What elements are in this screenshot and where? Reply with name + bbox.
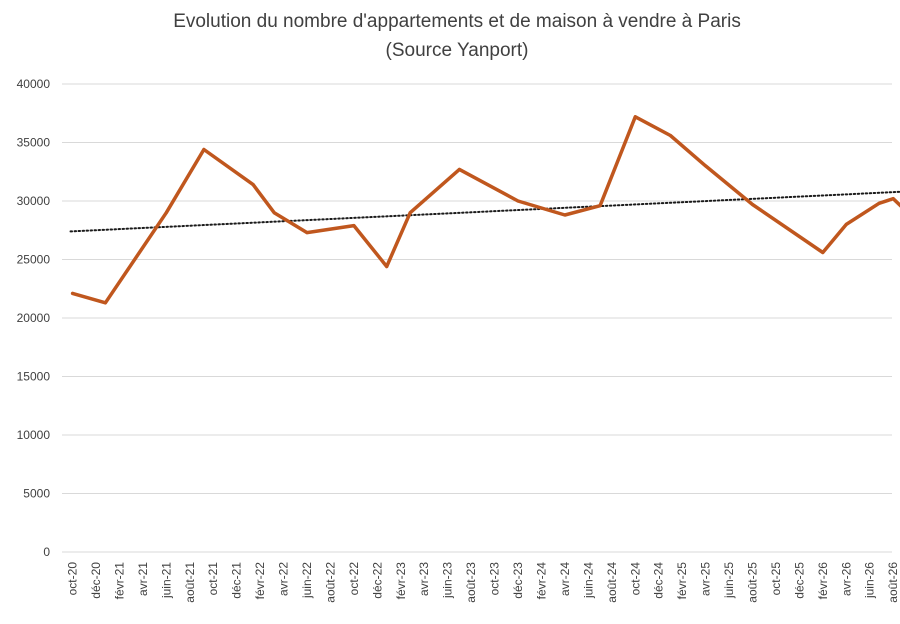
y-tick-label-7: 35000 bbox=[17, 136, 51, 150]
y-tick-label-8: 40000 bbox=[17, 77, 51, 91]
x-tick-label-21: avr-24 bbox=[558, 562, 572, 596]
x-tick-label-12: oct-22 bbox=[347, 562, 361, 596]
x-tick-label-0: oct-20 bbox=[66, 562, 80, 596]
series-group bbox=[70, 115, 900, 305]
data-point-12 bbox=[563, 213, 567, 217]
x-tick-label-17: août-23 bbox=[464, 562, 478, 603]
y-tick-label-1: 5000 bbox=[23, 487, 50, 501]
x-tick-label-11: août-22 bbox=[323, 562, 337, 603]
data-point-16 bbox=[704, 164, 708, 168]
x-tick-label-18: oct-23 bbox=[488, 562, 502, 596]
data-point-14 bbox=[633, 115, 637, 119]
x-tick-label-10: juin-22 bbox=[300, 562, 314, 599]
data-point-8 bbox=[385, 265, 389, 269]
data-point-3 bbox=[202, 148, 206, 152]
x-tick-label-16: juin-23 bbox=[441, 562, 455, 599]
data-point-13 bbox=[598, 204, 602, 208]
x-tick-label-15: avr-23 bbox=[417, 562, 431, 596]
x-tick-label-13: déc-22 bbox=[370, 562, 384, 599]
data-point-17 bbox=[750, 203, 754, 207]
x-tick-label-27: avr-25 bbox=[699, 562, 713, 596]
x-tick-label-5: août-21 bbox=[183, 562, 197, 603]
data-point-18 bbox=[821, 250, 825, 254]
x-tick-label-20: févr-24 bbox=[534, 562, 548, 600]
chart-title: Evolution du nombre d'appartements et de… bbox=[173, 11, 741, 32]
x-tick-label-26: févr-25 bbox=[675, 562, 689, 600]
x-tick-label-29: août-25 bbox=[745, 562, 759, 603]
data-point-11 bbox=[516, 199, 520, 203]
data-point-7 bbox=[352, 224, 356, 228]
x-tick-label-28: juin-25 bbox=[722, 562, 736, 599]
y-tick-label-0: 0 bbox=[43, 545, 50, 559]
y-tick-label-2: 10000 bbox=[17, 428, 51, 442]
data-point-5 bbox=[272, 211, 276, 215]
data-point-4 bbox=[251, 183, 255, 187]
data-point-20 bbox=[877, 201, 881, 205]
x-tick-label-34: juin-26 bbox=[863, 562, 877, 599]
data-point-6 bbox=[305, 231, 309, 235]
y-axis-tick-labels: 0 5000 10000 15000 20000 25000 30000 35000 40000 bbox=[17, 77, 51, 559]
x-tick-label-14: févr-23 bbox=[394, 562, 408, 600]
x-tick-label-8: févr-22 bbox=[253, 562, 267, 600]
data-point-21 bbox=[891, 197, 895, 201]
data-point-10 bbox=[457, 167, 461, 171]
x-tick-label-4: juin-21 bbox=[159, 562, 173, 599]
trendline bbox=[69, 190, 900, 233]
y-tick-label-4: 20000 bbox=[17, 311, 51, 325]
data-point-0 bbox=[71, 291, 75, 295]
trendline-group bbox=[69, 190, 900, 233]
x-tick-label-31: déc-25 bbox=[792, 562, 806, 599]
x-tick-label-33: avr-26 bbox=[839, 562, 853, 596]
grid-lines bbox=[62, 83, 892, 553]
y-tick-label-6: 30000 bbox=[17, 194, 51, 208]
x-tick-label-35: août-26 bbox=[886, 562, 900, 603]
x-tick-label-23: août-24 bbox=[605, 562, 619, 603]
x-tick-label-24: oct-24 bbox=[628, 562, 642, 596]
x-tick-label-25: déc-24 bbox=[652, 562, 666, 599]
x-tick-label-3: avr-21 bbox=[136, 562, 150, 596]
x-axis-tick-labels: oct-20 déc-20 févr-21 avr-21 juin-21 août-21 o… bbox=[66, 562, 900, 603]
x-tick-label-2: févr-21 bbox=[112, 562, 126, 600]
data-point-15 bbox=[668, 133, 672, 137]
x-tick-label-1: déc-20 bbox=[89, 562, 103, 599]
x-tick-label-19: déc-23 bbox=[511, 562, 525, 599]
y-tick-label-5: 25000 bbox=[17, 253, 51, 267]
x-tick-label-6: oct-21 bbox=[206, 562, 220, 596]
x-tick-label-30: oct-25 bbox=[769, 562, 783, 596]
x-tick-label-9: avr-22 bbox=[277, 562, 291, 596]
data-point-1 bbox=[103, 301, 107, 305]
x-tick-label-32: févr-26 bbox=[816, 562, 830, 600]
y-tick-label-3: 15000 bbox=[17, 370, 51, 384]
series-line bbox=[70, 115, 900, 305]
chart-subtitle: (Source Yanport) bbox=[386, 40, 529, 61]
x-tick-label-7: déc-21 bbox=[230, 562, 244, 599]
data-point-19 bbox=[844, 222, 848, 226]
x-tick-label-22: juin-24 bbox=[581, 562, 595, 599]
data-point-9 bbox=[408, 211, 412, 215]
data-point-2 bbox=[164, 211, 168, 215]
